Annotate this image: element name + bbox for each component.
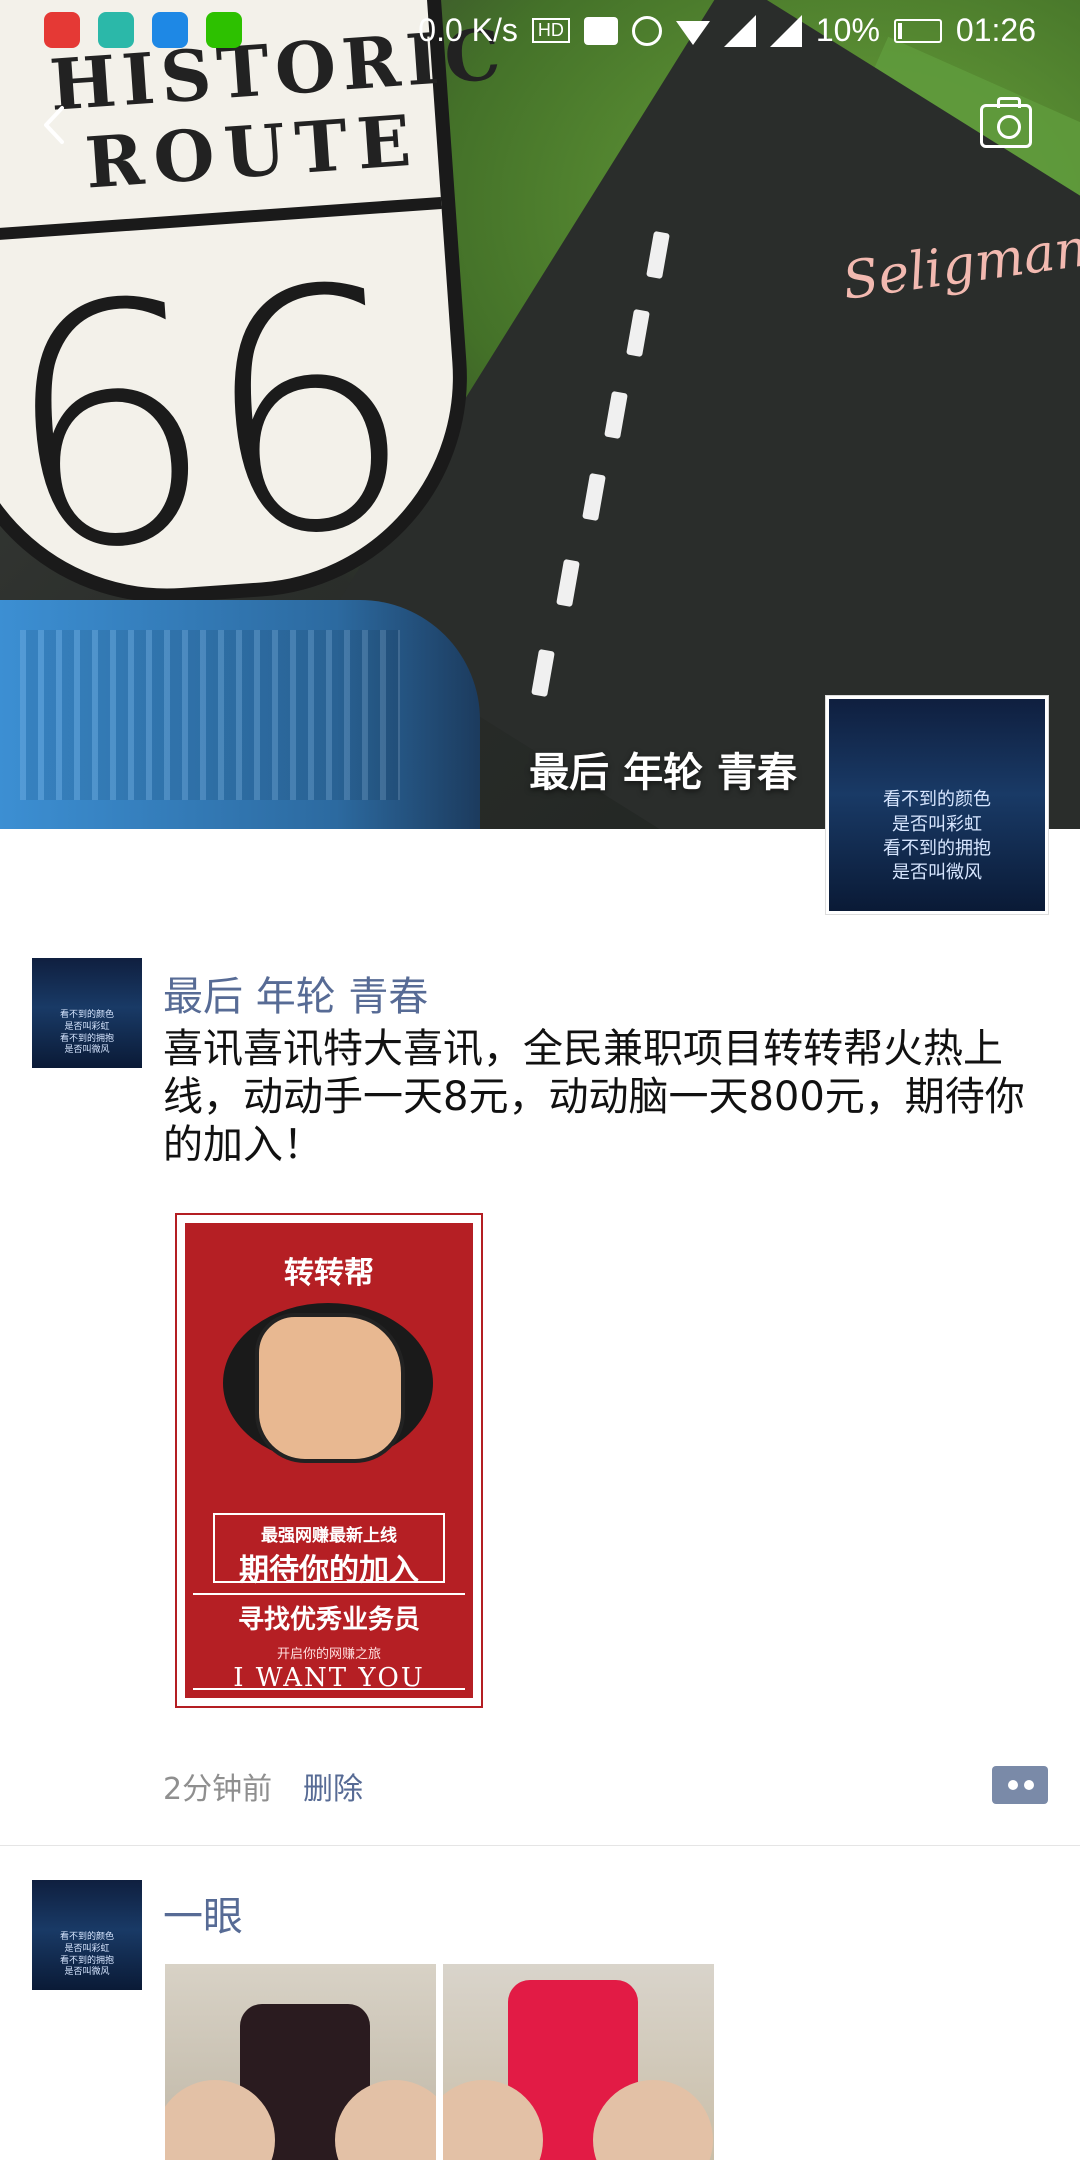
cover-image[interactable]: HISTORIC ROUTE 66 Seligman 最后 年轮 青春 <box>0 0 1080 829</box>
post-author[interactable]: 一眼 <box>163 1894 243 1940</box>
pointing-fist-icon <box>255 1313 405 1463</box>
app-icon-2 <box>98 12 134 48</box>
clock: 01:26 <box>955 12 1036 48</box>
back-icon[interactable] <box>34 102 80 148</box>
poster-line3: 寻找优秀业务员 <box>237 1605 420 1635</box>
avatar-poem-line: 是否叫彩虹 <box>64 1943 110 1954</box>
camera-icon[interactable] <box>980 97 1032 148</box>
status-left <box>44 12 242 48</box>
alarm-icon <box>631 15 662 46</box>
poster-line2: 期待你的加入 <box>239 1553 419 1588</box>
blue-car <box>0 600 480 829</box>
poster-body: 转转帮 最强网赚最新上线 期待你的加入 寻找优秀业务员 开启你的网赚之旅 I W… <box>185 1223 473 1698</box>
hd-badge: HD <box>531 18 570 43</box>
poster-rule <box>193 1688 465 1690</box>
network-speed: 0.0 K/s <box>418 12 518 48</box>
briefcase-icon <box>583 16 618 45</box>
divider <box>0 1845 1080 1846</box>
post-text: 喜讯喜讯特大喜讯，全民兼职项目转转帮火热上线，动动手一天8元，动动脑一天800元… <box>163 1026 1025 1168</box>
poster-line1: 最强网赚最新上线 <box>261 1526 397 1546</box>
shield-number: 66 <box>0 215 417 627</box>
post-photo[interactable] <box>443 1964 714 2160</box>
avatar-poem: 看不到的颜色 是否叫彩虹 看不到的拥抱 是否叫微风 <box>32 1932 142 1979</box>
avatar-poem-line: 看不到的拥抱 <box>59 1955 114 1966</box>
post-time: 2分钟前 <box>163 1772 273 1807</box>
post-avatar[interactable]: 看不到的颜色 是否叫彩虹 看不到的拥抱 是否叫微风 <box>32 1880 142 1990</box>
post-avatar[interactable]: 看不到的颜色 是否叫彩虹 看不到的拥抱 是否叫微风 <box>32 958 142 1068</box>
delete-button[interactable]: 删除 <box>303 1772 363 1807</box>
wechat-icon <box>206 12 242 48</box>
poster-title: 转转帮 <box>284 1256 374 1291</box>
status-bar: 0.0 K/s HD 10% 01:26 <box>0 0 1080 64</box>
route66-shield: HISTORIC ROUTE 66 <box>0 0 509 627</box>
poster-rule <box>193 1593 465 1595</box>
avatar-poem-line: 是否叫彩虹 <box>892 813 982 835</box>
avatar-poem-line: 看不到的颜色 <box>883 789 991 811</box>
battery-percent: 10% <box>815 12 880 48</box>
post-photo[interactable] <box>165 1964 436 2160</box>
avatar-poem-line: 看不到的颜色 <box>59 1932 114 1943</box>
profile-avatar[interactable]: 看不到的颜色 是否叫彩虹 看不到的拥抱 是否叫微风 <box>826 696 1048 914</box>
poster-frame <box>213 1513 445 1583</box>
avatar-poem-line: 是否叫彩虹 <box>64 1021 110 1032</box>
avatar-poem-line: 是否叫微风 <box>64 1045 110 1056</box>
app-icon-3 <box>152 12 188 48</box>
cover-user-name: 最后 年轮 青春 <box>529 750 797 796</box>
app-icon-1 <box>44 12 80 48</box>
avatar-poem-line: 是否叫微风 <box>892 862 982 884</box>
post-image[interactable]: 转转帮 最强网赚最新上线 期待你的加入 寻找优秀业务员 开启你的网赚之旅 I W… <box>175 1213 483 1708</box>
signal-icon-2 <box>769 14 802 47</box>
poster-line4: 开启你的网赚之旅 <box>276 1647 381 1662</box>
avatar-poem-line: 是否叫微风 <box>64 1967 110 1978</box>
signal-icon <box>723 14 756 47</box>
avatar-poem-line: 看不到的颜色 <box>59 1010 114 1021</box>
wifi-icon <box>675 15 710 47</box>
status-right: 0.0 K/s HD 10% 01:26 <box>418 12 1036 49</box>
avatar-poem: 看不到的颜色 是否叫彩虹 看不到的拥抱 是否叫微风 <box>829 788 1045 885</box>
battery-icon <box>893 18 942 43</box>
avatar-poem-line: 看不到的拥抱 <box>883 837 991 859</box>
comment-icon[interactable] <box>992 1766 1048 1804</box>
post-author[interactable]: 最后 年轮 青春 <box>163 974 429 1020</box>
avatar-poem-line: 看不到的拥抱 <box>59 1033 114 1044</box>
avatar-poem: 看不到的颜色 是否叫彩虹 看不到的拥抱 是否叫微风 <box>32 1010 142 1057</box>
